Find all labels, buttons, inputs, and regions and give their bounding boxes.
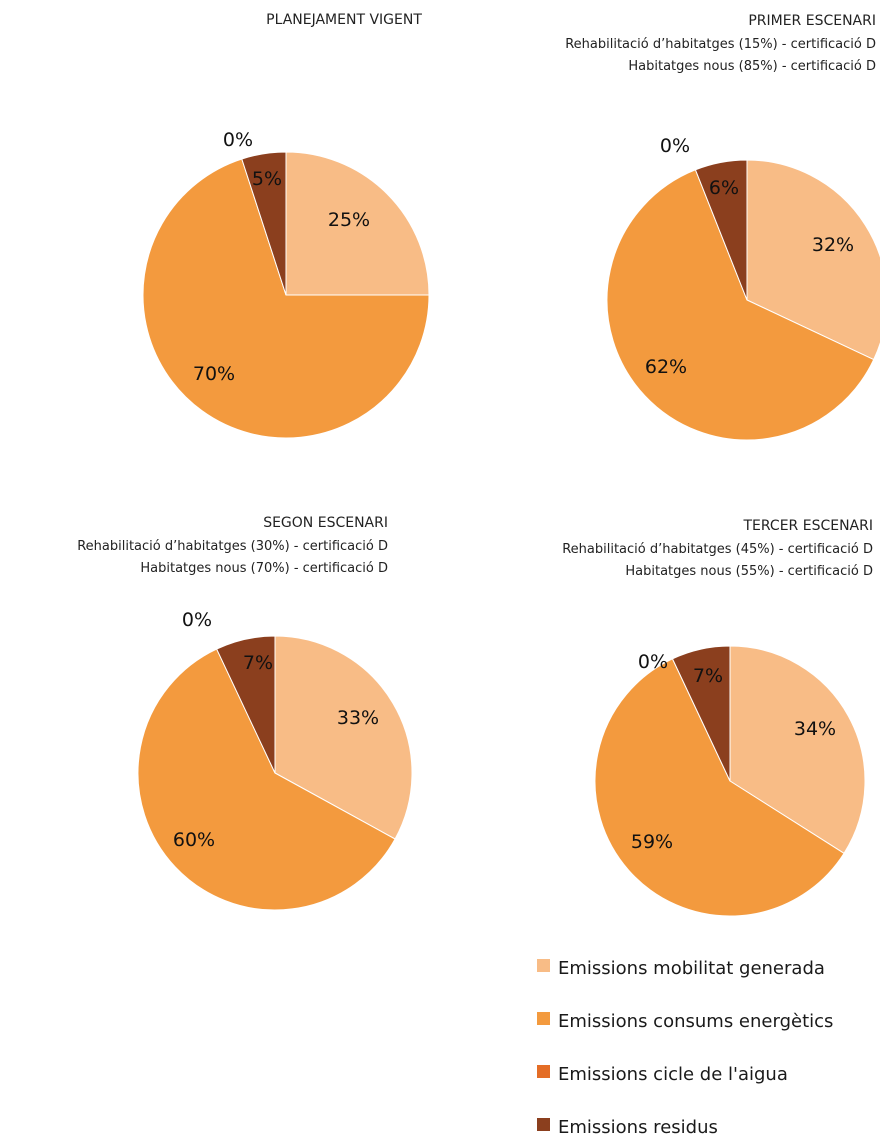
chart-legend: Emissions mobilitat generada Emissions co… [537, 958, 833, 1138]
chart-subtitle: Habitatges nous (55%) - certificació D [625, 564, 873, 579]
data-label-residus: 6% [709, 177, 739, 199]
pie-slice-mobilitat [746, 159, 880, 361]
pie-slice-energia [606, 169, 875, 441]
data-label-energia: 70% [193, 363, 235, 385]
chart-subtitle: Rehabilitació d’habitatges (15%) - certi… [565, 37, 876, 52]
data-label-aigua: 0% [638, 651, 668, 673]
data-label-aigua: 0% [660, 135, 690, 157]
data-label-mobilitat: 25% [328, 209, 370, 231]
data-label-energia: 59% [631, 831, 673, 853]
pie-slice-energia [142, 158, 430, 439]
data-label-aigua: 0% [182, 609, 212, 631]
chart-title: PRIMER ESCENARI [748, 13, 876, 29]
legend-swatch-energia [537, 1012, 550, 1025]
data-label-residus: 7% [693, 665, 723, 687]
data-label-energia: 60% [173, 829, 215, 851]
pie-chart-tercer-escenari: TERCER ESCENARI Rehabilitació d’habitatge… [562, 518, 874, 917]
legend-swatch-residus [537, 1118, 550, 1131]
pie-slice-residus [241, 151, 287, 296]
data-label-aigua: 0% [223, 129, 253, 151]
data-label-mobilitat: 34% [794, 718, 836, 740]
pie-slice-energia [594, 658, 845, 917]
chart-title: SEGON ESCENARI [263, 515, 388, 531]
chart-subtitle: Habitatges nous (70%) - certificació D [140, 561, 388, 576]
chart-title: TERCER ESCENARI [743, 518, 874, 534]
pie-slice-residus [694, 159, 748, 301]
pie-slice-mobilitat [729, 645, 866, 855]
data-label-mobilitat: 32% [812, 234, 854, 256]
data-label-residus: 5% [252, 168, 282, 190]
legend-label-residus: Emissions residus [558, 1117, 718, 1138]
chart-title: PLANEJAMENT VIGENT [266, 12, 422, 28]
data-label-mobilitat: 33% [337, 707, 379, 729]
legend-swatch-aigua [537, 1065, 550, 1078]
chart-subtitle: Rehabilitació d’habitatges (30%) - certi… [77, 539, 388, 554]
pie-slice-residus [671, 645, 731, 782]
pie-slice-residus [216, 635, 276, 774]
data-label-energia: 62% [645, 356, 687, 378]
legend-label-energia: Emissions consums energètics [558, 1011, 833, 1032]
data-label-residus: 7% [243, 652, 273, 674]
pie-chart-primer-escenari: PRIMER ESCENARI Rehabilitació d’habitatge… [565, 13, 880, 441]
pie-slice-mobilitat [285, 151, 430, 296]
legend-label-aigua: Emissions cicle de l'aigua [558, 1064, 788, 1085]
chart-subtitle: Habitatges nous (85%) - certificació D [628, 59, 876, 74]
legend-swatch-mobilitat [537, 959, 550, 972]
pie-chart-segon-escenari: SEGON ESCENARI Rehabilitació d’habitatges… [77, 515, 413, 911]
chart-subtitle: Rehabilitació d’habitatges (45%) - certi… [562, 542, 873, 557]
pie-slice-mobilitat [274, 635, 413, 840]
pie-slice-energia [137, 648, 396, 911]
pie-chart-planejament-vigent: PLANEJAMENT VIGENT 25% 70% 0% 5% [142, 12, 430, 439]
legend-label-mobilitat: Emissions mobilitat generada [558, 958, 825, 979]
